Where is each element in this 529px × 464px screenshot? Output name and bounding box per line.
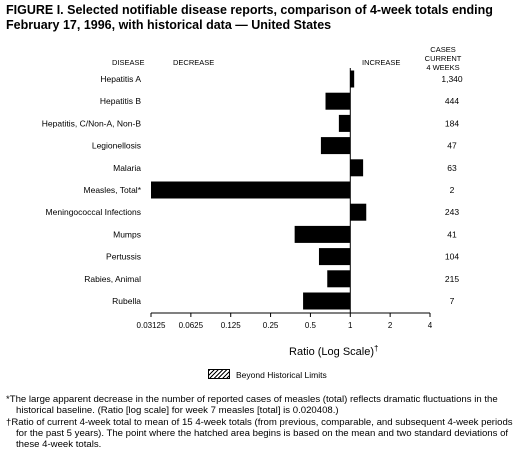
footnotes: *The large apparent decrease in the numb… [6,394,524,450]
cases-value: 2 [450,185,455,195]
bar [338,114,351,132]
title-line-2: February 17, 1996, with historical data … [6,18,332,32]
x-axis-title-text: Ratio (Log Scale) [289,346,374,358]
x-tick-label: 0.25 [263,321,279,330]
category-label: Rubella [112,296,141,306]
bar [320,137,351,155]
x-tick-label: 0.125 [221,321,242,330]
category-label: Mumps [113,229,141,239]
cases-value: 63 [447,163,457,173]
category-label: Hepatitis B [100,96,141,106]
category-label: Rabies, Animal [84,274,141,284]
bar [350,159,364,177]
x-tick-label: 0.5 [305,321,317,330]
header-decrease: DECREASE [173,58,215,67]
title-line-1: FIGURE I. Selected notifiable disease re… [6,3,493,17]
bar [318,248,351,266]
cases-value: 243 [445,207,459,217]
category-label: Measles, Total* [84,185,142,195]
x-tick-label: 0.0625 [179,321,204,330]
bar [325,92,351,110]
x-tick-label: 2 [388,321,393,330]
bar [350,70,355,88]
x-tick-label: 1 [348,321,353,330]
x-tick-label: 4 [428,321,433,330]
cases-value: 7 [450,296,455,306]
bar [303,292,351,310]
cases-value: 215 [445,274,459,284]
bar [327,270,351,288]
header-cases-line-1: CASES CURRENT [424,45,462,63]
header-increase: INCREASE [362,58,401,67]
x-axis-title: Ratio (Log Scale)† [289,344,378,358]
cases-value: 41 [447,229,457,239]
legend-label: Beyond Historical Limits [236,370,327,380]
category-label: Hepatitis A [100,74,141,84]
cases-value: 444 [445,96,459,106]
header-disease: DISEASE [112,58,145,67]
category-label: Pertussis [106,252,141,262]
cases-value: 104 [445,252,459,262]
legend: Beyond Historical Limits [208,369,327,381]
category-label: Malaria [113,163,141,173]
cases-value: 47 [447,141,457,151]
footnote-measles: *The large apparent decrease in the numb… [6,394,498,417]
bar [350,203,367,221]
legend-hatched-swatch [208,369,230,379]
category-label: Meningococcal Infections [46,207,141,217]
cases-value: 1,340 [441,74,463,84]
footnote-ratio: †Ratio of current 4-week total to mean o… [6,416,513,451]
cases-value: 184 [445,118,459,128]
category-label: Hepatitis, C/Non-A, Non-B [42,118,142,128]
figure-title: FIGURE I. Selected notifiable disease re… [6,3,526,33]
header-cases-line-2: 4 WEEKS [426,63,460,72]
header-cases-current: CASES CURRENT 4 WEEKS [413,45,473,72]
x-axis-title-mark: † [374,344,378,353]
x-tick-label: 0.03125 [137,321,166,330]
bar [294,225,351,243]
bar [151,181,351,199]
category-label: Legionellosis [92,141,141,151]
